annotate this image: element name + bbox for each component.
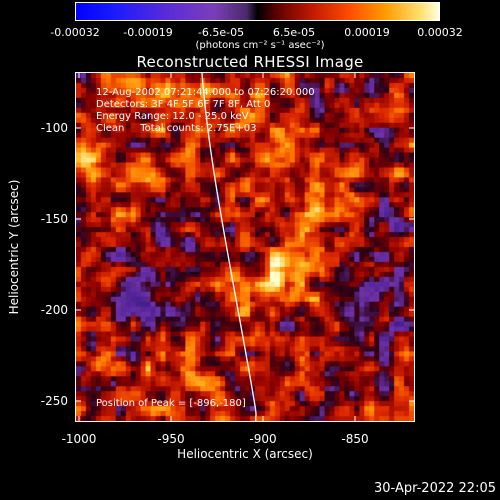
- y-tick-label: -250: [40, 394, 68, 408]
- info-total-counts: Clean Total counts: 2.75E+03: [96, 123, 257, 134]
- colorbar-tick: 0.00032: [417, 26, 463, 39]
- y-tick-label: -200: [40, 303, 68, 317]
- y-tick-label: -150: [40, 212, 68, 226]
- x-tick-label: -1000: [61, 432, 97, 446]
- colorbar-tick: 6.5e-05: [272, 26, 316, 39]
- image-title: Reconstructed RHESSI Image: [136, 53, 364, 71]
- image-plot: 12-Aug-2002 07:21:44.000 to 07:26:20.000…: [75, 72, 415, 422]
- colorbar-tick: 0.00019: [344, 26, 390, 39]
- x-axis-label: Heliocentric X (arcsec): [177, 447, 313, 461]
- solar-limb-line: [201, 73, 257, 421]
- colorbar-tick: -0.00032: [50, 26, 100, 39]
- render-timestamp: 30-Apr-2022 22:05: [374, 481, 496, 496]
- info-energy-range: Energy Range: 12.0 - 25.0 keV: [96, 111, 249, 122]
- colorbar: [75, 2, 440, 21]
- x-tick-label: -900: [249, 432, 277, 446]
- x-tick-label: -850: [341, 432, 369, 446]
- rhessi-heatmap: [76, 73, 414, 421]
- colorbar-units: (photons cm⁻² s⁻¹ asec⁻²): [195, 40, 325, 51]
- y-axis-label: Heliocentric Y (arcsec): [7, 179, 21, 315]
- info-detectors: Detectors: 3F 4F 5F 6F 7F 8F, Att 0: [96, 99, 271, 110]
- colorbar-tick: -0.00019: [123, 26, 173, 39]
- y-tick-label: -100: [40, 121, 68, 135]
- colorbar-tick: -6.5e-05: [197, 26, 245, 39]
- x-tick-label: -950: [157, 432, 185, 446]
- info-time-range: 12-Aug-2002 07:21:44.000 to 07:26:20.000: [96, 87, 315, 98]
- info-peak-position: Position of Peak = [-896,-180]: [96, 398, 246, 409]
